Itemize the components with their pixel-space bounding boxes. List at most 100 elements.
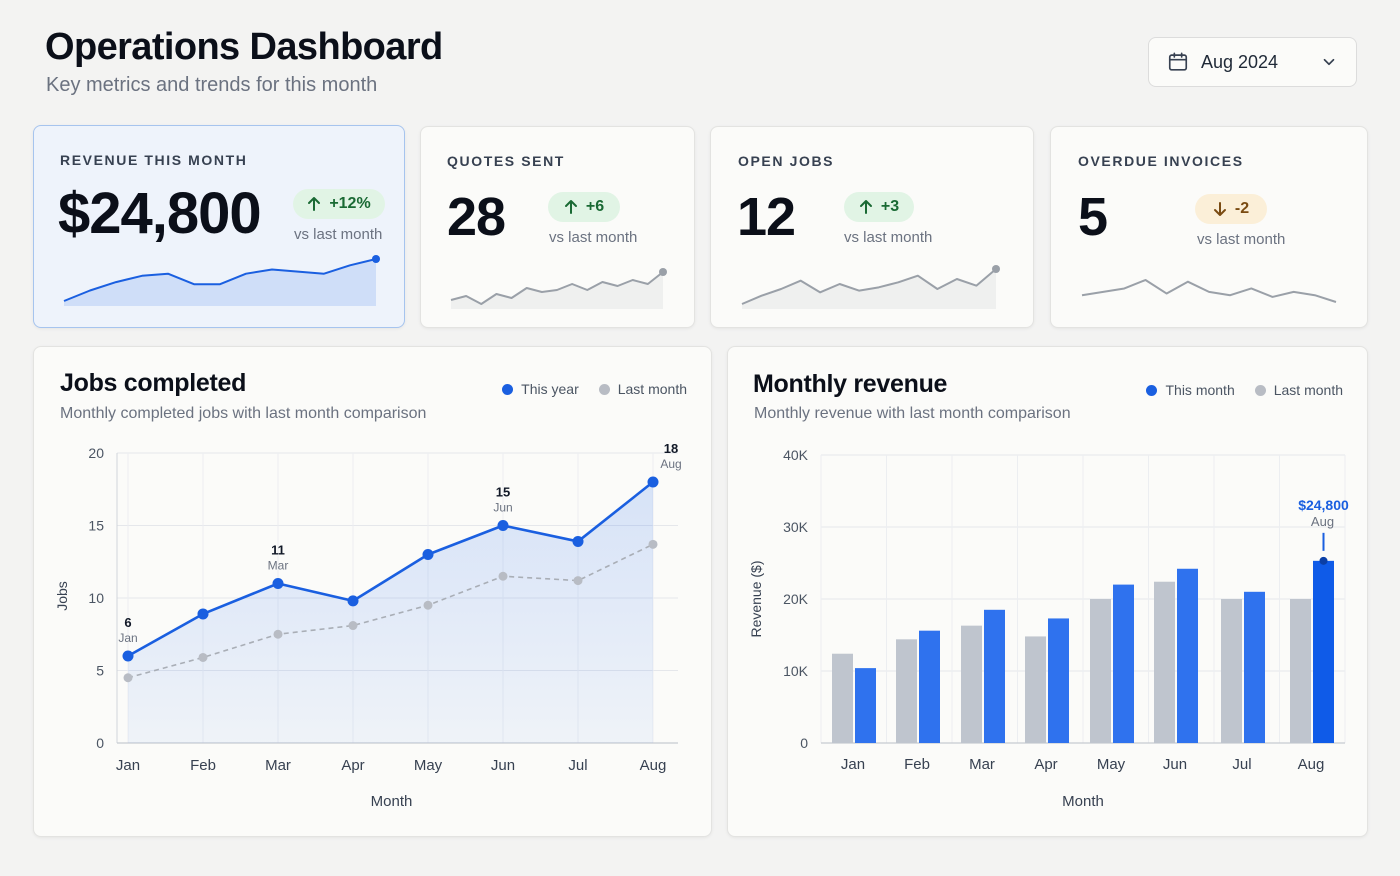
kpi-sparkline [450,268,667,309]
legend-swatch [502,383,514,395]
x-axis-title: Month [1062,793,1104,810]
data-point-last-month [573,576,583,586]
x-tick-label: May [1097,756,1126,773]
panel-subtitle: Monthly revenue with last month comparis… [754,405,1071,422]
calendar-icon [1168,52,1188,71]
legend-item[interactable]: Last month [598,381,687,397]
kpi-delta: +6 [585,198,605,215]
page-title: Operations Dashboard [45,26,443,68]
bar-this-month [855,668,876,743]
kpi-delta-badge: +3 [844,192,914,222]
legend-swatch [598,383,610,395]
sparkline-line [741,268,997,305]
data-point-last-month [498,571,508,581]
legend-item[interactable]: This month [1146,382,1235,398]
bar-last-month [1090,599,1111,743]
y-tick-label: 20 [88,445,104,461]
series-area-this-year [128,482,653,743]
kpi-caption: vs last month [549,229,638,246]
bar-last-month [1154,581,1175,743]
kpi-value: $24,800 [58,181,262,246]
arrow-up-icon [859,200,872,214]
data-point-last-month [198,652,208,662]
month-picker-value: Aug 2024 [1201,51,1279,72]
legend-label: Last month [1273,382,1343,398]
y-tick-label: 5 [96,663,104,679]
bar-this-month [1177,568,1198,743]
kpi-delta-badge: +6 [548,192,620,222]
kpi-caption: vs last month [844,229,933,246]
x-tick-label: Apr [1034,756,1057,773]
data-point-this-year [197,608,209,620]
kpi-card-overdue-invoices[interactable]: OVERDUE INVOICES 5 -2 vs last month [1050,126,1368,328]
month-picker[interactable]: Aug 2024 [1148,37,1357,87]
chart-legend: This month Last month [1126,382,1343,398]
data-point-this-year [422,549,434,560]
data-point-this-year [347,595,359,607]
x-tick-label: Jul [568,757,587,774]
legend-item[interactable]: Last month [1254,382,1343,398]
x-tick-label: Mar [265,757,291,774]
sparkline-end-point [659,268,667,276]
data-point-last-month [423,600,433,610]
bar-last-month [1025,636,1046,743]
data-label-month: Mar [268,559,289,573]
x-tick-label: Jan [116,757,140,774]
legend-label: This month [1165,382,1235,398]
panel-title: Jobs completed [60,369,247,397]
arrow-up-icon [564,200,577,214]
x-tick-label: Jan [841,756,865,773]
legend-swatch [1254,384,1266,396]
panel-subtitle: Monthly completed jobs with last month c… [60,405,427,422]
data-label-month: Aug [1311,514,1334,529]
y-tick-label: 20K [783,591,809,607]
legend-swatch [1146,384,1158,396]
legend-label: Last month [617,381,687,397]
data-point-this-year [272,578,284,589]
y-tick-label: 10K [783,663,809,679]
bar-last-month [961,625,982,743]
data-label-month: Aug [660,457,681,471]
x-tick-label: Jul [1232,756,1251,773]
sparkline-line [63,258,377,302]
bar-this-month [919,630,940,743]
data-point-this-year [572,535,584,547]
y-tick-label: 30K [783,519,809,535]
annotation-marker [1319,556,1328,565]
panel-title: Monthly revenue [753,370,948,398]
x-tick-label: Feb [904,756,930,773]
legend-item[interactable]: This year [502,381,579,397]
y-tick-label: 0 [800,735,808,751]
x-tick-label: Mar [969,756,995,773]
data-label-value: 15 [496,485,510,500]
bar-last-month [832,653,853,743]
sparkline-line [1081,279,1337,303]
legend-label: This year [521,381,579,397]
kpi-sparkline [741,265,1000,309]
data-label-month: Jan [118,631,137,645]
data-label-value: 6 [124,615,131,630]
data-label-value: 18 [664,441,678,456]
kpi-label: OVERDUE INVOICES [1078,153,1244,169]
kpi-label: OPEN JOBS [738,153,835,169]
kpi-label: QUOTES SENT [447,153,565,169]
kpi-delta: -2 [1234,200,1250,217]
kpi-label: REVENUE THIS MONTH [60,152,248,168]
x-tick-label: Feb [190,757,216,774]
kpi-card-revenue[interactable]: REVENUE THIS MONTH $24,800 +12% vs last … [33,125,405,328]
data-point-last-month [273,629,283,639]
kpi-card-open-jobs[interactable]: OPEN JOBS 12 +3 vs last month [710,126,1034,328]
x-axis-title: Month [371,793,413,810]
y-tick-label: 10 [88,590,104,606]
chart-legend: This year Last month [482,381,687,397]
data-label-value: 11 [271,543,285,558]
bar-last-month [1290,599,1311,743]
bar-this-month [1313,560,1334,743]
y-tick-label: 40K [783,447,809,463]
kpi-card-quotes[interactable]: QUOTES SENT 28 +6 vs last month [420,126,695,328]
sparkline-end-point [372,255,380,263]
y-tick-label: 0 [96,735,104,751]
series-line-this-year [127,480,654,658]
